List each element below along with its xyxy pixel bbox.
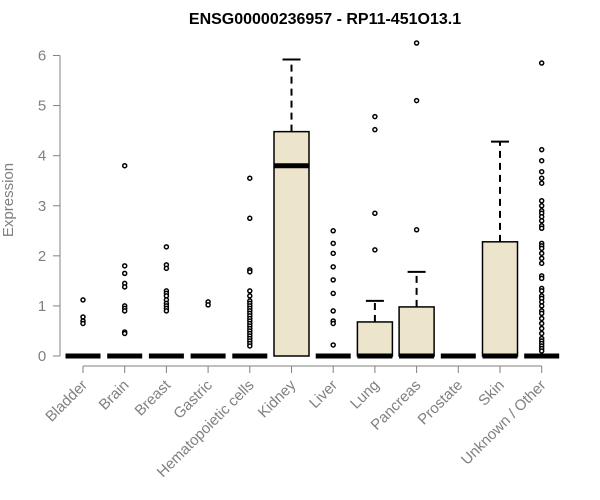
outlier-point <box>538 260 545 267</box>
outlier-point <box>538 315 545 322</box>
outlier-point <box>205 302 211 308</box>
box-body <box>481 241 519 357</box>
boxes <box>65 40 560 359</box>
outlier-point <box>121 270 128 277</box>
outlier-point <box>247 269 253 275</box>
category-label: Prostate <box>415 377 467 429</box>
outlier-point <box>330 290 336 297</box>
outlier-point <box>413 97 420 104</box>
y-tick-label: 4 <box>38 148 46 165</box>
chart-title: ENSG00000236957 - RP11-451O13.1 <box>189 11 461 28</box>
box-0 <box>65 297 101 359</box>
outlier-point <box>538 303 545 309</box>
outlier-point <box>538 250 545 257</box>
outlier-point <box>538 203 545 209</box>
outlier-point <box>372 113 378 120</box>
outlier-point <box>538 310 545 317</box>
outlier-point <box>538 180 545 186</box>
outlier-point <box>247 175 253 181</box>
outlier-point <box>538 146 545 153</box>
outlier-point <box>163 308 170 314</box>
outlier-point <box>538 60 545 66</box>
category-label: Kidney <box>255 376 300 421</box>
y-axis-label: Expression <box>0 163 17 237</box>
outlier-point <box>330 320 336 327</box>
outlier-point <box>538 288 545 294</box>
outlier-point <box>330 277 336 283</box>
outlier-point <box>247 288 253 294</box>
box-5 <box>273 58 310 357</box>
outlier-point <box>538 157 545 164</box>
outlier-point <box>121 284 128 290</box>
outlier-point <box>372 126 378 133</box>
category-label: Skin <box>475 377 508 410</box>
outlier-point <box>372 210 378 217</box>
outlier-point <box>538 245 545 252</box>
outlier-point <box>121 162 128 169</box>
box-11 <box>524 60 560 359</box>
outlier-point <box>80 320 86 327</box>
outlier-point <box>413 227 420 233</box>
outlier-point <box>121 330 128 337</box>
y-tick-label: 2 <box>38 248 46 265</box>
y-tick-label: 0 <box>38 348 46 365</box>
y-axis: 0 1 2 3 4 5 6 <box>38 48 61 365</box>
outlier-point <box>163 244 170 250</box>
y-tick-label: 3 <box>38 198 46 215</box>
outlier-point <box>538 198 545 204</box>
box-body <box>356 321 394 357</box>
outlier-point <box>80 297 86 303</box>
y-tick-label: 1 <box>38 298 46 315</box>
outlier-point <box>330 240 336 247</box>
outlier-point <box>247 343 253 349</box>
outlier-point <box>121 308 128 314</box>
box-6 <box>315 228 351 359</box>
outlier-point <box>413 40 420 46</box>
box-8 <box>398 40 435 359</box>
outlier-point <box>247 215 253 222</box>
outlier-point <box>330 342 336 348</box>
category-label: Breast <box>132 376 175 419</box>
category-label: Bladder <box>42 377 91 426</box>
category-label: Lung <box>347 377 383 413</box>
outlier-point <box>330 264 336 270</box>
x-axis <box>82 365 543 373</box>
outlier-point <box>330 308 336 314</box>
box-10 <box>481 140 519 359</box>
outlier-point <box>538 275 545 282</box>
outlier-point <box>538 175 545 181</box>
box-3 <box>190 299 226 359</box>
outlier-point <box>538 168 545 175</box>
outlier-point <box>538 255 545 262</box>
box-4 <box>232 175 268 359</box>
y-tick-label: 5 <box>38 98 46 115</box>
outlier-point <box>330 250 336 257</box>
outlier-point <box>121 263 128 269</box>
box-7 <box>356 113 394 359</box>
y-tick-label: 6 <box>38 48 46 65</box>
outlier-point <box>538 320 545 327</box>
box-body <box>273 130 310 357</box>
outlier-point <box>538 348 545 354</box>
box-1 <box>107 162 143 359</box>
outlier-point <box>372 247 378 253</box>
category-label: Brain <box>96 377 133 414</box>
outlier-point <box>538 218 545 224</box>
outlier-point <box>163 265 170 272</box>
box-2 <box>148 244 184 359</box>
outlier-point <box>538 330 545 337</box>
outlier-point <box>247 293 253 299</box>
outlier-point <box>538 225 545 232</box>
outlier-point <box>538 325 545 332</box>
outlier-point <box>330 228 336 234</box>
box-body <box>398 306 435 357</box>
category-label: Liver <box>306 377 341 412</box>
